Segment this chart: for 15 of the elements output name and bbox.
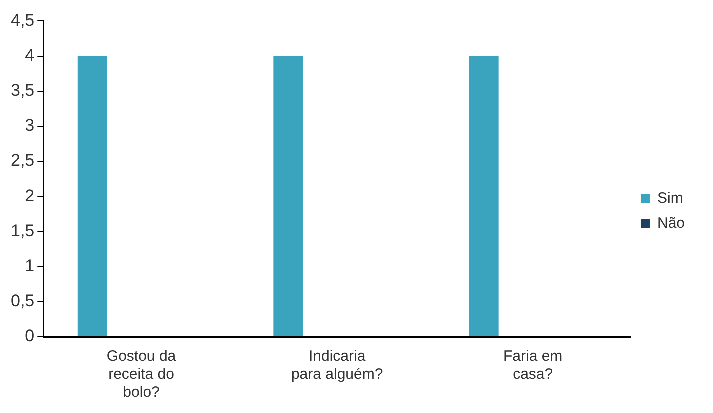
y-tick-label: 3,5 <box>10 81 35 100</box>
x-tick-label: Faria em casa? <box>503 348 563 384</box>
y-tick-label: 0 <box>25 326 35 346</box>
y-tick-label: 4,5 <box>10 10 35 30</box>
y-tick-label: 2,5 <box>10 151 35 170</box>
x-tick-label: Indicaria para alguém? <box>291 348 384 384</box>
legend-label: Sim <box>657 190 684 208</box>
legend-label: Não <box>657 215 686 232</box>
y-tick-label: 1 <box>25 256 35 276</box>
y-tick-label: 2 <box>25 186 35 206</box>
x-tick-label: Gostou da receita do bolo? <box>106 348 177 402</box>
y-tick-label: 3 <box>25 116 35 136</box>
y-tick-label: 0,5 <box>10 292 35 311</box>
y-tick-label: 1,5 <box>10 221 35 240</box>
y-tick-label: 4 <box>25 46 35 65</box>
